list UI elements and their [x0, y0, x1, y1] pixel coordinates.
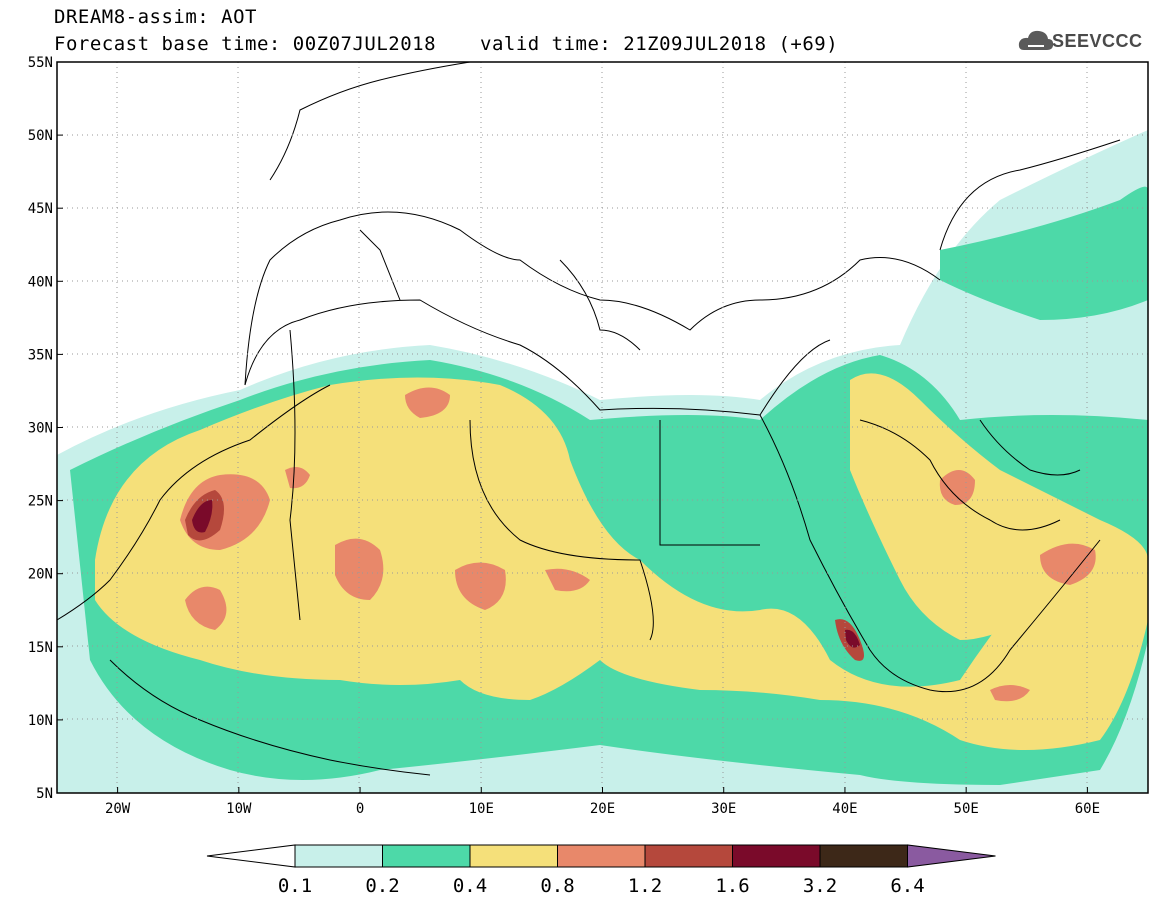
colorbar: 0.1 0.2 0.4 0.8 1.2 1.6 3.2 6.4: [206, 844, 996, 897]
lon-tick-label: 20W: [105, 801, 131, 817]
cloud-icon: [1018, 30, 1054, 50]
lon-tick-label: 60E: [1075, 801, 1100, 817]
colorbar-label: 1.2: [628, 875, 662, 897]
lat-tick-label: 30N: [28, 421, 53, 437]
longitude-axis: 20W 10W 0 10E 20E 30E 40E 50E 60E: [105, 787, 1100, 817]
lat-tick-label: 25N: [28, 494, 53, 510]
colorbar-segment: [382, 844, 471, 868]
colorbar-segment: [819, 844, 908, 868]
lon-tick-label: 50E: [954, 801, 979, 817]
lat-tick-label: 35N: [28, 347, 53, 363]
colorbar-segment: [644, 844, 733, 868]
gridlines: [57, 62, 1148, 793]
colorbar-label: 6.4: [890, 875, 924, 897]
coastlines: [57, 62, 1121, 776]
colorbar-max-arrow: [907, 844, 996, 868]
lat-tick-label: 45N: [28, 201, 53, 217]
colorbar-label: 3.2: [803, 875, 837, 897]
lat-tick-label: 50N: [28, 128, 53, 144]
colorbar-label: 0.4: [453, 875, 487, 897]
lon-tick-label: 10W: [226, 801, 252, 817]
lat-tick-label: 20N: [28, 567, 53, 583]
latitude-axis: 55N 50N 45N 40N 35N 30N 25N 20N 15N 10N 5N: [28, 55, 63, 802]
lon-tick-label: 40E: [832, 801, 857, 817]
valid-time: valid time: 21Z09JUL2018 (+69): [480, 33, 839, 55]
colorbar-segment: [469, 844, 558, 868]
colorbar-label: 1.6: [715, 875, 749, 897]
lon-tick-label: 0: [356, 801, 364, 817]
seevccc-logo: SEEVCCC: [1052, 31, 1143, 51]
colorbar-label: 0.8: [540, 875, 574, 897]
lat-tick-label: 5N: [36, 786, 53, 802]
colorbar-label: 0.1: [278, 875, 312, 897]
lat-tick-label: 40N: [28, 274, 53, 290]
colorbar-segment: [557, 844, 646, 868]
colorbar-segment: [294, 844, 383, 868]
colorbar-segment: [732, 844, 821, 868]
lon-tick-label: 30E: [711, 801, 736, 817]
map-title: DREAM8-assim: AOT: [54, 6, 257, 28]
colorbar-min-arrow: [206, 844, 296, 868]
lat-tick-label: 55N: [28, 55, 53, 71]
colorbar-label: 0.2: [365, 875, 399, 897]
lat-tick-label: 15N: [28, 640, 53, 656]
lat-tick-label: 10N: [28, 713, 53, 729]
forecast-base-time: Forecast base time: 00Z07JUL2018: [54, 33, 437, 55]
lon-tick-label: 10E: [469, 801, 494, 817]
lon-tick-label: 20E: [590, 801, 615, 817]
